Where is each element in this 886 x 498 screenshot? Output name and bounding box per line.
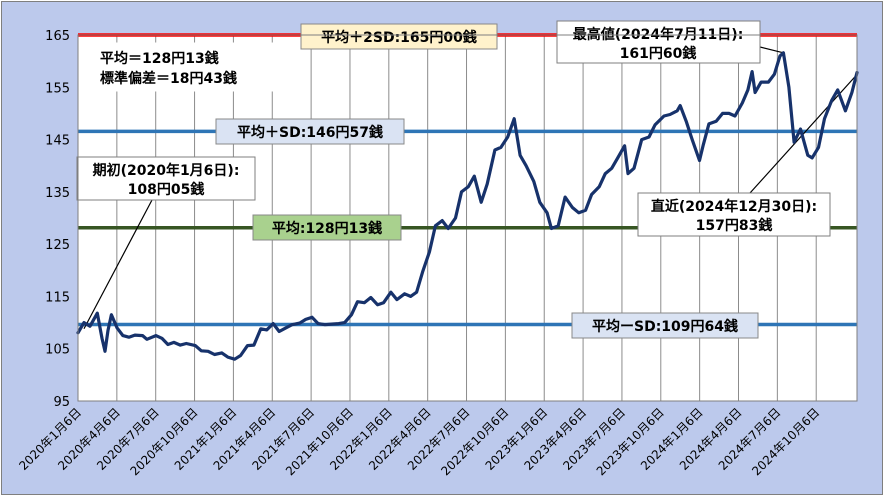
label-minus1sd-text: 平均ーSD:109円64銭 [592, 318, 738, 335]
x-tick-label: 2024年10月6日 [749, 405, 822, 478]
plot-border [77, 34, 858, 402]
label-minus1sd: 平均ーSD:109円64銭 [571, 312, 759, 339]
y-tick-label: 135 [45, 186, 70, 201]
y-axis-ticks: 95 105 115 125 135 145 155 165 [45, 29, 70, 410]
label-plus1sd-text: 平均＋SD:146円57銭 [237, 124, 383, 141]
callout-latest-line2: 157円83銭 [696, 217, 773, 234]
callout-high-leader [759, 46, 784, 54]
callout-start: 期初(2020年1月6日): 108円05銭 [76, 156, 256, 201]
callout-high: 最高値(2024年7月11日): 161円60銭 [556, 20, 761, 64]
callout-latest-line1: 直近(2024年12月30日): [651, 198, 817, 215]
callout-high-line2: 161円60銭 [620, 45, 697, 62]
y-tick-label: 145 [45, 134, 70, 149]
y-tick-label: 155 [45, 81, 70, 96]
callout-latest: 直近(2024年12月30日): 157円83銭 [637, 192, 831, 237]
label-mean: 平均:128円13銭 [252, 214, 402, 241]
y-tick-label: 95 [53, 395, 70, 410]
y-tick-label: 165 [45, 29, 70, 44]
label-mean-text: 平均:128円13銭 [272, 220, 382, 237]
x-tick-label: 2021年10月6日 [283, 405, 356, 478]
stats-box [85, 42, 297, 92]
callout-start-leader [83, 199, 153, 330]
label-plus2sd: 平均＋2SD:165円00銭 [300, 23, 498, 50]
callout-start-line2: 108円05銭 [128, 181, 205, 198]
label-plus2sd-text: 平均＋2SD:165円00銭 [321, 29, 477, 46]
y-tick-label: 115 [45, 290, 70, 305]
y-tick-label: 125 [45, 238, 70, 253]
x-tick-label: 2020年10月6日 [128, 405, 201, 478]
callout-start-line1: 期初(2020年1月6日): [93, 162, 240, 179]
stats-mean: 平均＝128円13銭 [100, 50, 219, 67]
stats-stdev: 標準偏差＝18円43銭 [100, 70, 237, 87]
y-tick-label: 105 [45, 343, 70, 358]
x-axis-ticks: 2020年1月6日2020年4月6日2020年7月6日2020年10月6日202… [16, 405, 822, 478]
x-tick-label: 2023年10月6日 [594, 405, 667, 478]
label-plus1sd: 平均＋SD:146円57銭 [215, 118, 405, 145]
series-line [76, 51, 859, 361]
x-tick-label: 2022年10月6日 [438, 405, 511, 478]
